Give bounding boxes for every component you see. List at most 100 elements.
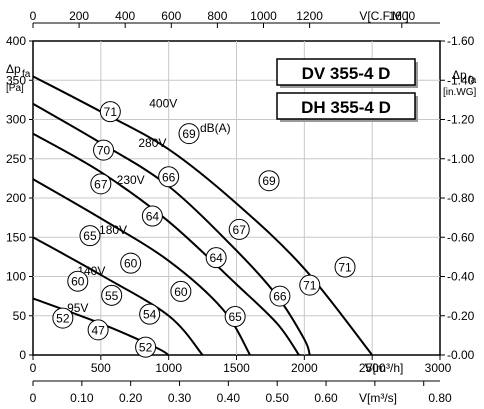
y-right-axis-title: Δp fa [in.WG]: [443, 68, 477, 98]
sound-level-circle: [158, 166, 180, 188]
sound-level-value: 71: [104, 105, 118, 119]
sound-level-value: 70: [97, 144, 111, 158]
sound-level-marker: 54: [139, 303, 161, 325]
sound-level-value: 71: [303, 279, 317, 293]
sound-level-circle: [135, 336, 157, 358]
x-top-tick-label: 0: [30, 9, 37, 23]
sound-level-circle: [79, 225, 101, 247]
sound-level-value: 66: [162, 170, 176, 184]
series-label-280v: 280V: [138, 136, 166, 150]
sound-level-value: 69: [182, 127, 196, 141]
sound-level-circle: [205, 247, 227, 269]
x-top-tick-label: 800: [207, 9, 227, 23]
x-bottom-tick-label: 2000: [291, 361, 318, 375]
sound-level-marker: 64: [141, 205, 163, 227]
dba-unit-label: dB(A): [200, 121, 231, 135]
y-right-tick-label: -1.60: [447, 34, 475, 48]
sound-level-value: 52: [56, 312, 70, 326]
x-top-tick-label: 1200: [296, 9, 323, 23]
sound-level-value: 55: [105, 289, 119, 303]
y-left-axis-title: Δp fa [Pa]: [6, 62, 31, 94]
y-left-label-main: Δp: [6, 62, 21, 76]
sound-level-value: 67: [94, 177, 108, 191]
y-left-tick-label: 100: [6, 270, 26, 284]
x-m3s-tick-label: 0: [30, 391, 37, 405]
sound-level-circle: [224, 306, 246, 328]
sound-level-circle: [93, 139, 115, 161]
y-right-tick-label: -1.20: [447, 113, 475, 127]
sound-level-value: 54: [143, 308, 157, 322]
sound-level-marker: 70: [93, 139, 115, 161]
sound-level-circle: [269, 285, 291, 307]
y-right-tick-label: -0.20: [447, 309, 475, 323]
sound-level-circle: [258, 170, 280, 192]
sound-level-marker: 60: [170, 280, 192, 302]
sound-level-marker: 55: [101, 284, 123, 306]
x-m3s-tick-label: 0.10: [70, 391, 94, 405]
x-bottom-tick-label: 500: [91, 361, 111, 375]
series-label-95v: 95V: [67, 301, 88, 315]
sound-level-value: 60: [71, 275, 85, 289]
sound-level-marker: 67: [228, 218, 250, 240]
y-left-tick-label: 300: [6, 113, 26, 127]
sound-level-marker: 69: [258, 170, 280, 192]
sound-level-marker: 67: [90, 173, 112, 195]
sound-level-circle: [139, 303, 161, 325]
sound-level-markers: 71 69 70 66 69 67 64 67 65 60 64 71 60 55 60 71 66 52 47 54…: [52, 101, 356, 358]
x-top-tick-label: 400: [115, 9, 135, 23]
sound-level-circle: [299, 274, 321, 296]
y-left-tick-label: 0: [19, 348, 26, 362]
sound-level-value: 69: [262, 174, 276, 188]
model-label-dh: DH 355-4 D: [301, 98, 391, 117]
y-left-tick-label: 400: [6, 34, 26, 48]
x-m3s-tick-label: 0.20: [119, 391, 143, 405]
sound-level-marker: 66: [269, 285, 291, 307]
y-left-unit: [Pa]: [6, 83, 24, 94]
sound-level-value: 52: [139, 341, 153, 355]
sound-level-marker: 64: [205, 247, 227, 269]
y-left-tick-label: 350: [6, 73, 26, 87]
sound-level-circle: [334, 256, 356, 278]
x-top-tick-label: 200: [69, 9, 89, 23]
series-label-230v: 230V: [117, 173, 145, 187]
x-top-axis-label: V[C.F.M.]: [359, 9, 408, 23]
x-bottom-axis-label-m3s: V[m³/s]: [359, 391, 397, 405]
y-right-label-main: Δp: [452, 68, 467, 82]
sound-level-value: 60: [174, 285, 188, 299]
sound-level-marker: 71: [99, 101, 121, 123]
curve-230v: [32, 132, 300, 356]
sound-level-marker: 65: [224, 306, 246, 328]
sound-level-value: 65: [228, 310, 242, 324]
y-left-tick-label: 150: [6, 230, 26, 244]
sound-level-marker: 47: [87, 319, 109, 341]
sound-level-marker: 71: [299, 274, 321, 296]
sound-level-value: 66: [273, 290, 287, 304]
curve-140v: [32, 236, 204, 356]
sound-level-value: 64: [146, 210, 160, 224]
x-m3s-tick-label: 0.80: [428, 391, 452, 405]
x-top-tick-label: 1600: [388, 9, 415, 23]
sound-level-value: 47: [91, 323, 105, 337]
sound-level-marker: 65: [79, 225, 101, 247]
sound-level-value: 60: [124, 257, 138, 271]
sound-level-circle: [99, 101, 121, 123]
sound-level-value: 67: [233, 223, 247, 237]
x-m3s-tick-label: 0.40: [217, 391, 241, 405]
sound-level-circle: [228, 218, 250, 240]
x-m3s-tick-label: 0.30: [168, 391, 192, 405]
x-bottom-tick-label: 1000: [155, 361, 182, 375]
x-bottom-tick-label: 2500: [359, 361, 386, 375]
y-left-tick-label: 200: [6, 191, 26, 205]
y-left-tick-label: 50: [13, 309, 27, 323]
model-label-dv: DV 355-4 D: [302, 64, 391, 83]
sound-level-circle: [178, 123, 200, 145]
y-right-label-sub: fa: [468, 75, 477, 86]
sound-level-marker: 52: [52, 307, 74, 329]
sound-level-marker: 52: [135, 336, 157, 358]
x-top-tick-label: 600: [161, 9, 181, 23]
sound-level-circle: [120, 252, 142, 274]
series-label-400v: 400V: [149, 97, 177, 111]
series-label-180v: 180V: [99, 223, 127, 237]
sound-level-circle: [170, 280, 192, 302]
